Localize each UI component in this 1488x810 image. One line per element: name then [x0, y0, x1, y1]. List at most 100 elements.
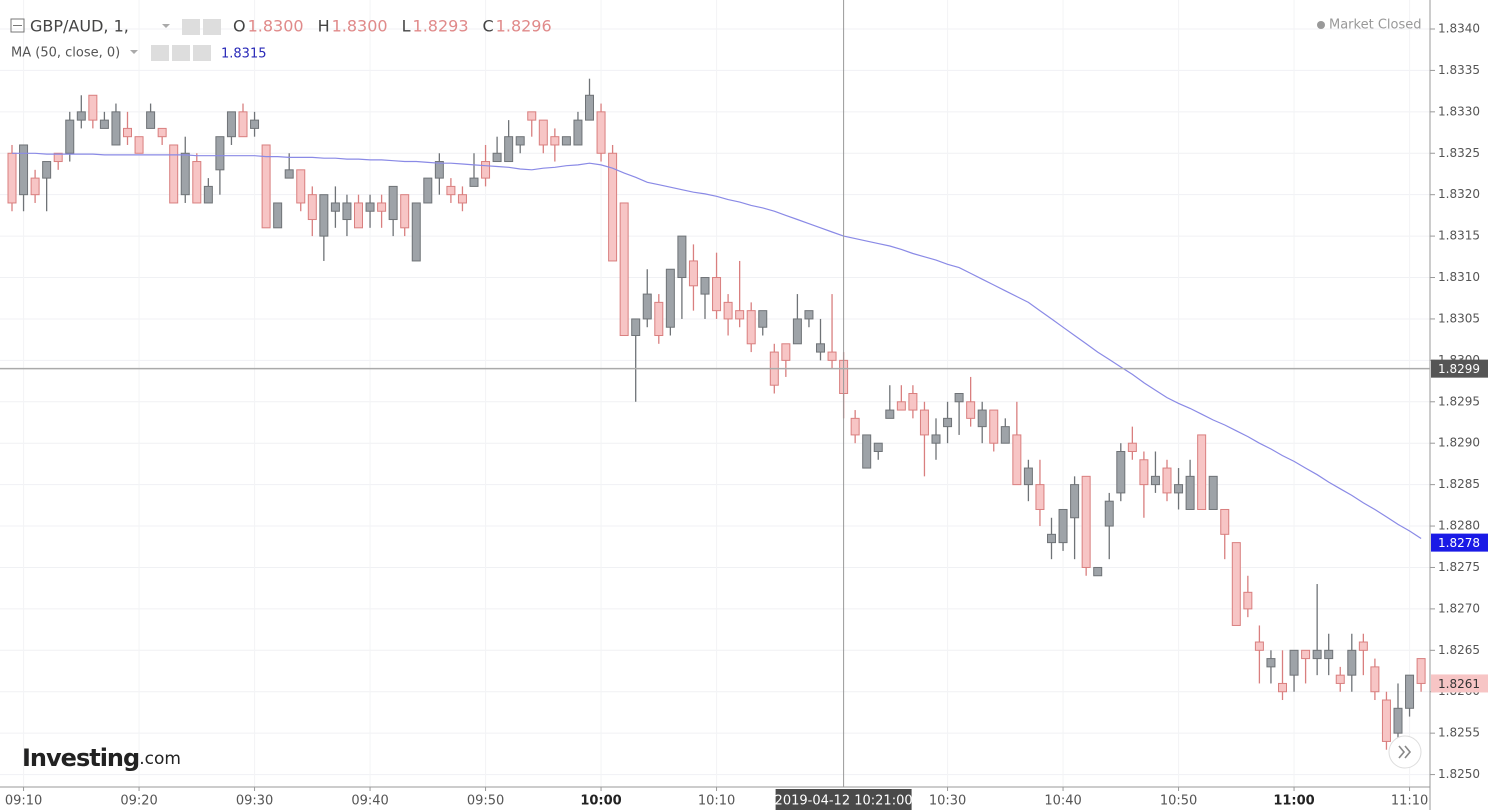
candle-body [931, 434, 941, 444]
price-tag [1431, 359, 1488, 378]
candle-body [1278, 682, 1287, 693]
candle-body [123, 127, 132, 138]
candle-body [446, 185, 456, 196]
close-icon[interactable] [193, 45, 211, 61]
candle-body [561, 136, 571, 146]
candle-body [723, 301, 733, 320]
candle-body [492, 152, 502, 163]
candle-body [1381, 699, 1391, 742]
candle-body [423, 177, 433, 204]
candle-body [238, 111, 248, 138]
candle-body [585, 94, 594, 121]
candle-body [608, 152, 618, 262]
candle-body [1174, 484, 1184, 494]
market-status: Market Closed [1329, 18, 1422, 33]
candle-body [1254, 641, 1264, 651]
ohlc-name: C [483, 17, 494, 36]
candle-body [1358, 641, 1368, 651]
brand: Investing.com [22, 744, 181, 772]
collapse-icon[interactable] [10, 18, 25, 33]
x-tick-label: 11:00 [1273, 794, 1314, 809]
candle-body [735, 310, 745, 320]
dropdown-icon[interactable] [130, 50, 138, 54]
candle-body [99, 119, 109, 129]
dropdown-icon[interactable] [162, 24, 170, 28]
candle-body [665, 268, 675, 328]
price-tag [1431, 533, 1488, 552]
y-tick-label: 1.8330 [1438, 104, 1480, 118]
candle-body [954, 393, 964, 403]
candle-body [354, 202, 363, 229]
candle-body [7, 152, 17, 204]
y-tick-label: 1.8250 [1438, 767, 1480, 781]
brand-name: Investing.com [22, 744, 181, 772]
candle-body [700, 277, 710, 295]
x-tick-label: 09:50 [467, 794, 504, 809]
candle-body [712, 277, 722, 312]
settings-icon[interactable] [172, 45, 190, 61]
candle-body [573, 119, 583, 146]
candle-body [203, 185, 213, 204]
candle-body [1370, 666, 1380, 693]
ohlc-value: 1.8293 [413, 17, 469, 36]
candle-body [1185, 475, 1195, 510]
candle-body [1347, 649, 1357, 676]
status-dot [1317, 21, 1325, 29]
brand-suffix: .com [139, 749, 181, 769]
x-tick-label: 10:30 [929, 794, 966, 809]
candle-body [885, 409, 895, 419]
candle-body [19, 144, 29, 196]
x-tick-label: 09:30 [236, 794, 273, 809]
candle-body [65, 119, 75, 154]
y-tick-label: 1.8275 [1438, 560, 1480, 574]
candle-body [400, 194, 410, 229]
candle-body [688, 260, 698, 287]
axes: 1.82501.82551.82601.82651.82701.82751.82… [5, 21, 1480, 808]
candle-body [746, 310, 756, 345]
candle-body [307, 194, 317, 221]
symbol-title: GBP/AUD, 1, [30, 17, 129, 36]
candle-body [1035, 484, 1045, 510]
ohlc-value: 1.8300 [332, 17, 388, 36]
candle-body [146, 111, 156, 129]
eye-icon[interactable] [151, 45, 169, 61]
x-tick-label: 09:40 [351, 794, 388, 809]
y-tick-label: 1.8305 [1438, 311, 1480, 325]
candle-body [134, 136, 144, 154]
candle-body [1023, 467, 1033, 486]
y-tick-label: 1.8315 [1438, 229, 1480, 243]
candle-body [1093, 566, 1103, 577]
x-tick-label: 10:00 [580, 794, 621, 809]
candle-body [943, 417, 953, 428]
y-tick-label: 1.8255 [1438, 726, 1480, 740]
ma-value: 1.8315 [221, 47, 267, 62]
ma-name: MA (50, close, 0) [11, 46, 120, 61]
candle-body [377, 202, 387, 212]
candle-body [284, 169, 294, 179]
candle-body [226, 111, 236, 138]
candle-body [157, 127, 167, 138]
ohlc-name: L [402, 17, 411, 36]
candle-body [169, 144, 179, 204]
marks [7, 78, 1426, 750]
candle-body [758, 310, 768, 328]
candle-body [1312, 649, 1322, 660]
candle-body [1231, 542, 1241, 626]
header: GBP/AUD, 1, O 1.8300 H 1.8300 L 1.8293 C 1.8296… [10, 17, 1422, 62]
eye-icon[interactable] [182, 19, 200, 35]
brand-main: Investing [22, 744, 139, 772]
candle-body [631, 318, 641, 337]
price-tag-label: 1.8299 [1438, 362, 1480, 376]
candle-body [1081, 475, 1091, 568]
candle-body [527, 111, 537, 121]
candle-body [654, 301, 664, 337]
x-tick-label: 11:10 [1391, 794, 1428, 809]
candle-body [977, 409, 987, 428]
ohlc-name: O [233, 17, 246, 36]
candle-body [1070, 484, 1080, 519]
candle-body [816, 343, 825, 353]
settings-icon[interactable] [203, 19, 221, 35]
candle-body [434, 161, 444, 179]
candle-body [42, 161, 52, 179]
candle-body [873, 442, 883, 452]
